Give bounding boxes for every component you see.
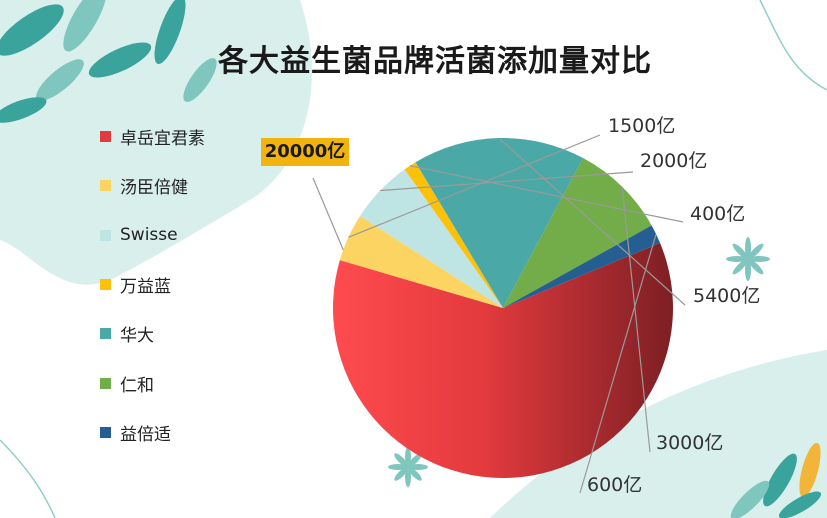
pie-leader-lines (312, 134, 686, 494)
background-wash-bottom (490, 350, 827, 518)
pie-slice (339, 216, 503, 308)
pie-slice (503, 225, 661, 308)
pie-slice (404, 162, 503, 308)
flower-icon (726, 237, 770, 281)
data-label: 600亿 (587, 474, 642, 496)
legend-swatch (100, 131, 111, 143)
pie-slice (360, 169, 503, 308)
chart-legend: 卓岳宜君素汤臣倍健 Swisse 万益蓝华大仁和益倍适 (100, 112, 205, 457)
leader-line (312, 177, 344, 251)
legend-swatch (100, 426, 111, 438)
leaf-cluster-bottom-right (730, 442, 822, 518)
pie-slice (333, 242, 673, 478)
flower-icon-small (388, 447, 428, 487)
legend-item: 万益蓝 (100, 260, 205, 309)
data-label: 3000亿 (656, 432, 723, 454)
leader-line (579, 233, 657, 494)
leaf-cluster-top-left (0, 0, 217, 123)
legend-item: 汤臣倍健 (100, 161, 205, 210)
corner-curve-line (759, 0, 827, 91)
corner-curve-line-left (0, 439, 56, 518)
data-label: 5400亿 (693, 285, 760, 307)
legend-item: 益倍适 (100, 408, 205, 457)
legend-item: 仁和 (100, 358, 205, 407)
legend-label: 益倍适 (120, 424, 171, 445)
legend-item: Swisse (100, 211, 205, 260)
legend-label: 仁和 (120, 375, 154, 396)
data-label: 2000亿 (640, 150, 707, 172)
leader-line (498, 137, 686, 306)
data-label: 20000亿 (265, 140, 346, 162)
leader-line (380, 171, 634, 192)
leader-line (409, 165, 684, 223)
leader-line (621, 186, 651, 453)
pie-slices (333, 138, 673, 478)
data-label: 1500亿 (608, 115, 675, 137)
leader-line (348, 134, 601, 238)
legend-swatch (100, 377, 111, 389)
legend-swatch (100, 180, 111, 192)
legend-swatch (100, 279, 111, 291)
legend-label: 卓岳宜君素 (120, 129, 205, 150)
legend-item: 华大 (100, 309, 205, 358)
legend-label: 汤臣倍健 (120, 178, 188, 199)
pie-slice (503, 158, 652, 308)
pie-slice (415, 138, 584, 308)
highlight-label-box (261, 138, 349, 166)
data-label: 400亿 (690, 203, 745, 225)
legend-label: 万益蓝 (120, 277, 171, 298)
legend-item: 卓岳宜君素 (100, 112, 205, 161)
pie-data-labels: 20000亿 1500亿 2000亿 400亿 5400亿 3000亿 600亿 (261, 115, 760, 496)
legend-swatch (100, 328, 111, 340)
legend-label: Swisse (120, 225, 178, 246)
legend-label: 华大 (120, 326, 154, 347)
legend-swatch (100, 229, 111, 241)
chart-title: 各大益生菌品牌活菌添加量对比 (218, 44, 652, 79)
